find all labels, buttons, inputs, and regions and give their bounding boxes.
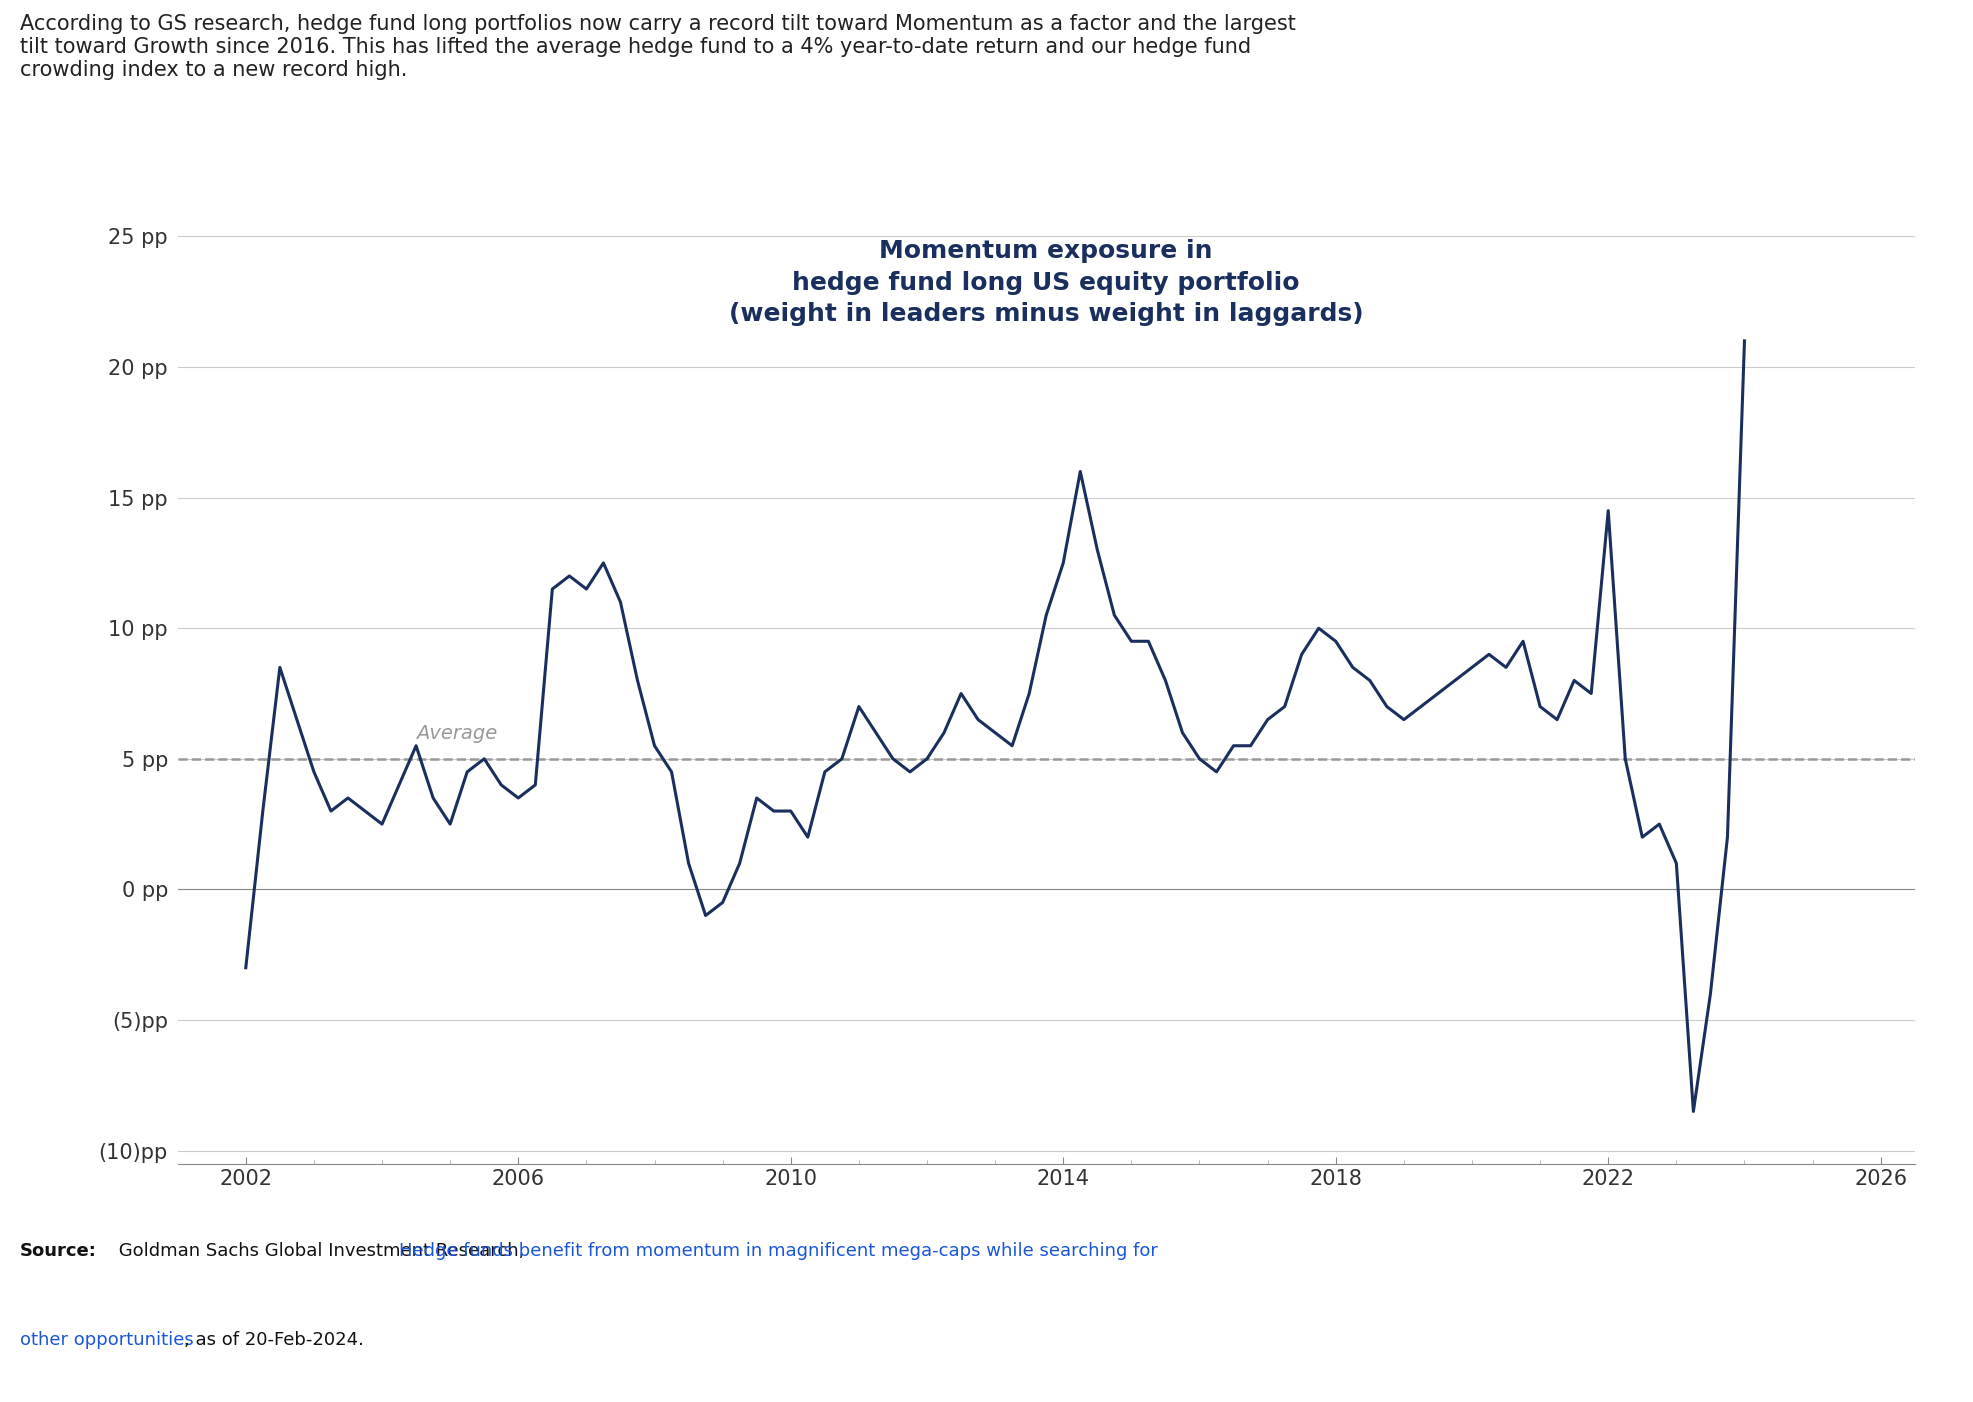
Text: , as of 20-Feb-2024.: , as of 20-Feb-2024. xyxy=(183,1332,363,1349)
Text: Goldman Sachs Global Investment Research,: Goldman Sachs Global Investment Research… xyxy=(112,1242,529,1260)
Text: According to GS research, hedge fund long portfolios now carry a record tilt tow: According to GS research, hedge fund lon… xyxy=(20,14,1294,80)
Text: Average: Average xyxy=(416,725,497,743)
Text: Momentum exposure in
hedge fund long US equity portfolio
(weight in leaders minu: Momentum exposure in hedge fund long US … xyxy=(728,238,1363,327)
Text: Source:: Source: xyxy=(20,1242,97,1260)
Text: other opportunities: other opportunities xyxy=(20,1332,193,1349)
Text: Hedge funds benefit from momentum in magnificent mega-caps while searching for: Hedge funds benefit from momentum in mag… xyxy=(399,1242,1158,1260)
